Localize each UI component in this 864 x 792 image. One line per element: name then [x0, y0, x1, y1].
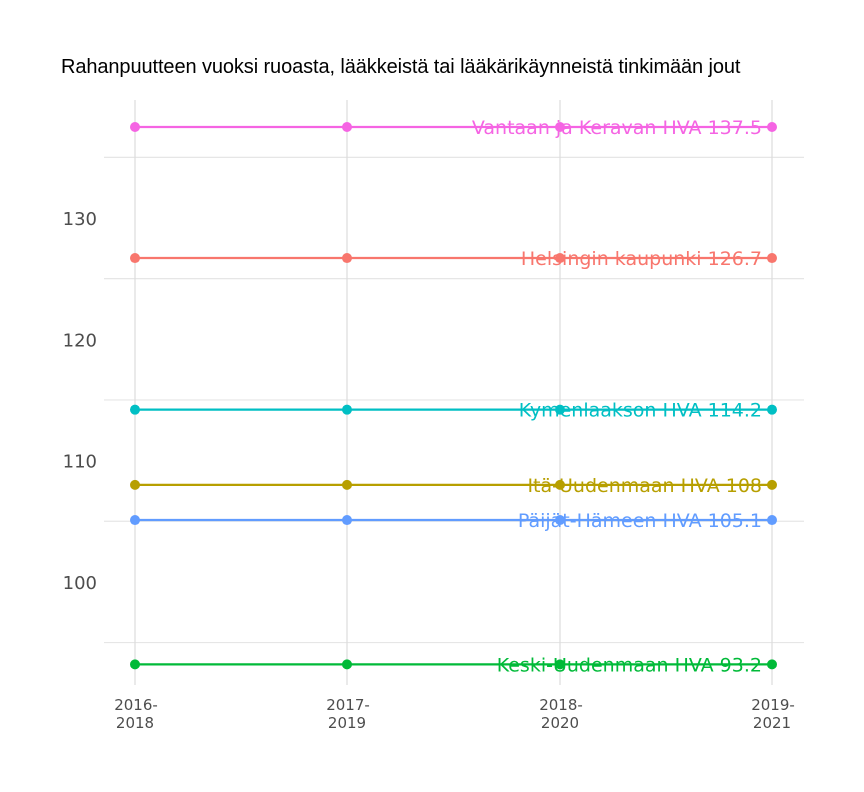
y-tick-label: 120 — [63, 330, 97, 351]
data-point — [767, 253, 777, 264]
data-point — [130, 253, 140, 264]
x-tick-label: 2016- — [114, 696, 158, 714]
x-tick-label: 2017- — [326, 696, 370, 714]
x-tick-label: 2019- — [751, 696, 795, 714]
chart-title: Rahanpuutteen vuoksi ruoasta, lääkkeistä… — [61, 56, 741, 78]
data-point — [130, 404, 140, 415]
series-group — [130, 122, 777, 670]
data-point — [767, 404, 777, 415]
x-tick-label: 2019 — [328, 714, 366, 732]
y-tick-label: 100 — [63, 573, 97, 594]
series-label: Kymenlaakson HVA 114.2 — [519, 400, 762, 422]
data-point — [342, 515, 352, 526]
data-point — [130, 479, 140, 490]
data-point — [130, 515, 140, 526]
data-point — [767, 515, 777, 526]
data-point — [342, 479, 352, 490]
x-axis: 2016-2018 2017-2019 2018-2020 2019-2021 — [114, 696, 795, 732]
data-point — [767, 659, 777, 670]
data-point — [342, 122, 352, 133]
series-label: Vantaan ja Keravan HVA 137.5 — [472, 117, 762, 139]
data-point — [555, 404, 565, 415]
x-tick-label: 2020 — [541, 714, 579, 732]
data-point — [555, 479, 565, 490]
y-tick-label: 110 — [63, 452, 97, 473]
series-label: Itä-Uudenmaan HVA 108 — [527, 475, 762, 497]
series-label: Helsingin kaupunki 126.7 — [521, 248, 762, 270]
x-tick-label: 2018- — [539, 696, 583, 714]
data-point — [767, 122, 777, 133]
x-tick-label: 2018 — [116, 714, 154, 732]
grid-minor — [104, 156, 804, 644]
data-point — [342, 659, 352, 670]
data-point — [555, 122, 565, 133]
y-tick-label: 130 — [63, 209, 97, 230]
series-label: Päijät-Hämeen HVA 105.1 — [518, 510, 762, 532]
x-tick-label: 2021 — [753, 714, 791, 732]
series-labels: Vantaan ja Keravan HVA 137.5 Helsingin ka… — [472, 117, 762, 676]
data-point — [130, 659, 140, 670]
data-point — [342, 253, 352, 264]
data-point — [130, 122, 140, 133]
data-point — [767, 479, 777, 490]
data-point — [555, 515, 565, 526]
data-point — [555, 659, 565, 670]
series-label: Keski-Uudenmaan HVA 93.2 — [497, 654, 762, 676]
data-point — [342, 404, 352, 415]
grid-major — [134, 100, 773, 685]
y-axis: 100 110 120 130 — [63, 209, 97, 594]
data-point — [555, 253, 565, 264]
